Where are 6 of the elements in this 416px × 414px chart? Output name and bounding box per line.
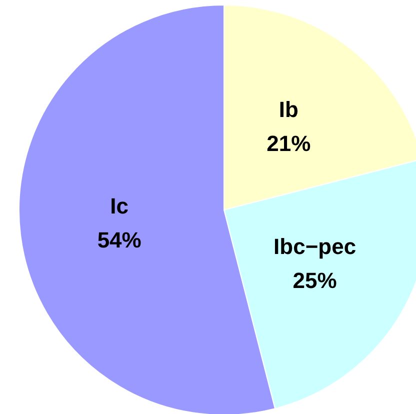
slice-label: Ib: [278, 97, 298, 122]
slice-label: Ic: [110, 194, 129, 219]
data-label: 25%: [292, 268, 337, 294]
slice-label: Ibc−pec: [274, 234, 356, 260]
data-label: 54%: [97, 228, 142, 253]
data-label: 21%: [266, 131, 311, 156]
